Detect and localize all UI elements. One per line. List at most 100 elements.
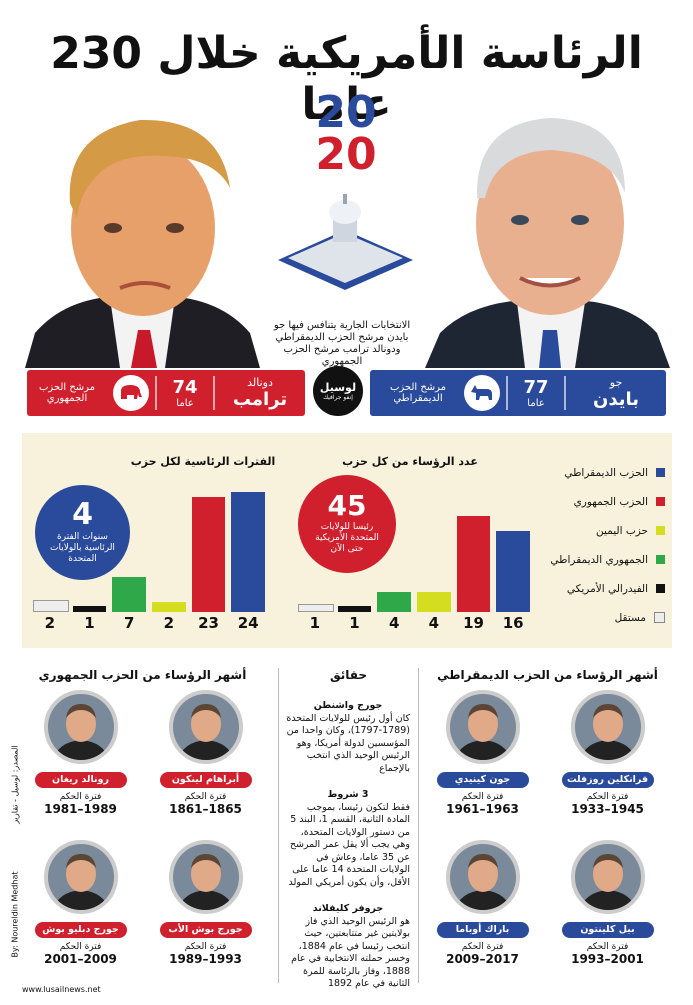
president-name: باراك أوباما — [436, 922, 529, 938]
term-years: 1989–1993 — [169, 952, 242, 966]
term-label: فترة الحكم — [461, 792, 504, 802]
fact-heading: جورج واشنطن — [313, 700, 383, 711]
term-years: 2009–2017 — [446, 952, 519, 966]
legend-swatch — [654, 612, 665, 623]
legend-label: الجمهوري الديمقراطي — [550, 553, 648, 566]
president-name: بيل كلينتون — [561, 922, 654, 938]
website-credit: www.lusailnews.net — [22, 985, 101, 994]
donkey-icon — [464, 375, 500, 411]
fact-block: جروفر كليفلاند هو الرئيس الوحيد الذي فاز … — [286, 903, 410, 991]
biden-age: 77 عاما — [523, 377, 549, 409]
legend-item: الفيدرالي الأمريكي — [540, 574, 665, 603]
rep-column-title: أشهر الرؤساء من الحزب الجمهوري — [38, 668, 247, 682]
count-chart-title: عدد الرؤساء من كل حزب — [342, 455, 478, 468]
fact-heading: جروفر كليفلاند — [312, 903, 384, 914]
term-label: فترة الحكم — [184, 942, 227, 952]
source-credit: المصدر: لوسيل - تقارير — [10, 745, 20, 824]
legend-item: الجمهوري الديمقراطي — [540, 545, 665, 574]
president-portrait — [570, 690, 645, 764]
term-years: 1933–1945 — [571, 802, 644, 816]
bar-value-label: 23 — [198, 614, 219, 632]
bar-value-label: 1 — [349, 614, 360, 632]
legend-label: الحزب الجمهوري — [573, 495, 648, 508]
fact-body: فقط لتكون رئيسا، بموجب المادة الثانية، ا… — [288, 801, 410, 888]
bar-value-label: 2 — [163, 614, 175, 632]
term-label: فترة الحكم — [586, 792, 629, 802]
count-chart-labels: 1 1 4 4 19 16 — [295, 612, 533, 634]
legend-item: حزب اليمين — [540, 516, 665, 545]
capitol-icon — [278, 190, 413, 300]
legend-item: الحزب الجمهوري — [540, 487, 665, 516]
bar-value-label: 24 — [237, 614, 259, 632]
count-circle: 45 رئيسا للولايات المتحدة الأمريكية حتى … — [298, 475, 396, 573]
president-portrait — [445, 690, 520, 764]
biden-name: جو بايدن — [592, 376, 640, 410]
page-title: الرئاسة الأمريكية خلال 230 عاما — [50, 28, 644, 130]
bar-4 — [191, 497, 226, 612]
elephant-icon — [113, 375, 149, 411]
term-years: 2001–2009 — [44, 952, 117, 966]
trump-party: مرشح الحزب الجمهوري — [38, 382, 96, 404]
fact-heading: 3 شروط — [327, 789, 369, 800]
bar-value-label: 7 — [123, 614, 135, 632]
bar-0 — [33, 600, 69, 612]
president-card: باراك أوباما فترة الحكم 2009–2017 — [430, 840, 535, 966]
author-credit: By: Noureldin Medhat — [10, 871, 20, 958]
president-name: جون كينيدي — [436, 772, 529, 788]
president-card: أبراهام لينكون فترة الحكم 1861–1865 — [153, 690, 258, 816]
bar-5 — [231, 492, 265, 612]
bar-3 — [417, 591, 451, 612]
president-portrait — [570, 840, 645, 914]
bar-value-label: 1 — [309, 614, 321, 632]
bar-value-label: 1 — [84, 614, 95, 632]
facts-title: حقائق — [329, 668, 368, 682]
bar-1 — [337, 606, 372, 612]
bar-value-label: 16 — [502, 614, 524, 632]
president-name: فرانكلين روزفلت — [561, 772, 654, 788]
fact-block: جورج واشنطن كان أول رئيس للولايات المتحدة… — [286, 700, 410, 775]
terms-chart — [30, 485, 268, 612]
president-card: بيل كلينتون فترة الحكم 1993–2001 — [555, 840, 660, 966]
term-years: 1993–2001 — [571, 952, 644, 966]
rep-presidents: أبراهام لينكون فترة الحكم 1861–1865 رونالد … — [28, 690, 258, 980]
biden-party: مرشح الحزب الديمقراطي — [389, 382, 447, 404]
term-years: 1861–1865 — [169, 802, 242, 816]
term-label: فترة الحكم — [586, 942, 629, 952]
president-portrait — [445, 840, 520, 914]
legend-label: الحزب الديمقراطي — [564, 466, 648, 479]
term-label: فترة الحكم — [59, 792, 102, 802]
term-label: فترة الحكم — [461, 942, 504, 952]
bar-value-label: 19 — [463, 614, 484, 632]
trump-illustration — [25, 108, 260, 368]
biden-illustration — [425, 108, 670, 368]
terms-chart-labels: 2 1 7 2 23 24 — [30, 612, 268, 634]
count-chart — [295, 485, 533, 612]
president-card: جورج بوش الأب فترة الحكم 1989–1993 — [153, 840, 258, 966]
terms-circle: 4 سنوات الفترة الرئاسية بالولايات المتحد… — [35, 485, 130, 580]
fact-block: 3 شروط فقط لتكون رئيسا، بموجب المادة الثا… — [286, 789, 410, 889]
party-legend: الحزب الديمقراطي الحزب الجمهوري حزب اليمين… — [540, 458, 665, 632]
president-card: رونالد ريغان فترة الحكم 1981–1989 — [28, 690, 133, 816]
president-name: رونالد ريغان — [34, 772, 127, 788]
bar-value-label: 2 — [44, 614, 56, 632]
trump-banner: دونالد ترامب 74 عاما مرشح الحزب الجمهوري — [27, 370, 305, 416]
legend-swatch — [656, 526, 665, 535]
term-years: 1961–1963 — [446, 802, 519, 816]
bar-3 — [152, 602, 186, 612]
legend-label: مستقل — [614, 611, 646, 624]
term-label: فترة الحكم — [184, 792, 227, 802]
lusail-logo: لوسيل إنفو جرافيك — [313, 366, 363, 416]
dem-column-title: أشهر الرؤساء من الحزب الديمقراطي — [437, 668, 658, 682]
bar-5 — [496, 531, 530, 612]
facts-divider-right — [418, 668, 419, 983]
president-name: جورج بوش الأب — [159, 922, 252, 938]
fact-body: كان أول رئيس للولايات المتحدة (1789-1797… — [286, 712, 410, 774]
biden-banner: جو بايدن 77 عاما مرشح الحزب الديمقراطي — [370, 370, 666, 416]
bar-value-label: 4 — [428, 614, 440, 632]
president-card: جون كينيدي فترة الحكم 1961–1963 — [430, 690, 535, 816]
election-caption: الانتخابات الجارية يتنافس فيها جو بايدن … — [273, 320, 411, 367]
year-badge-top: 20 — [315, 87, 377, 138]
president-portrait — [168, 840, 243, 914]
legend-item: الحزب الديمقراطي — [540, 458, 665, 487]
term-label: فترة الحكم — [59, 942, 102, 952]
